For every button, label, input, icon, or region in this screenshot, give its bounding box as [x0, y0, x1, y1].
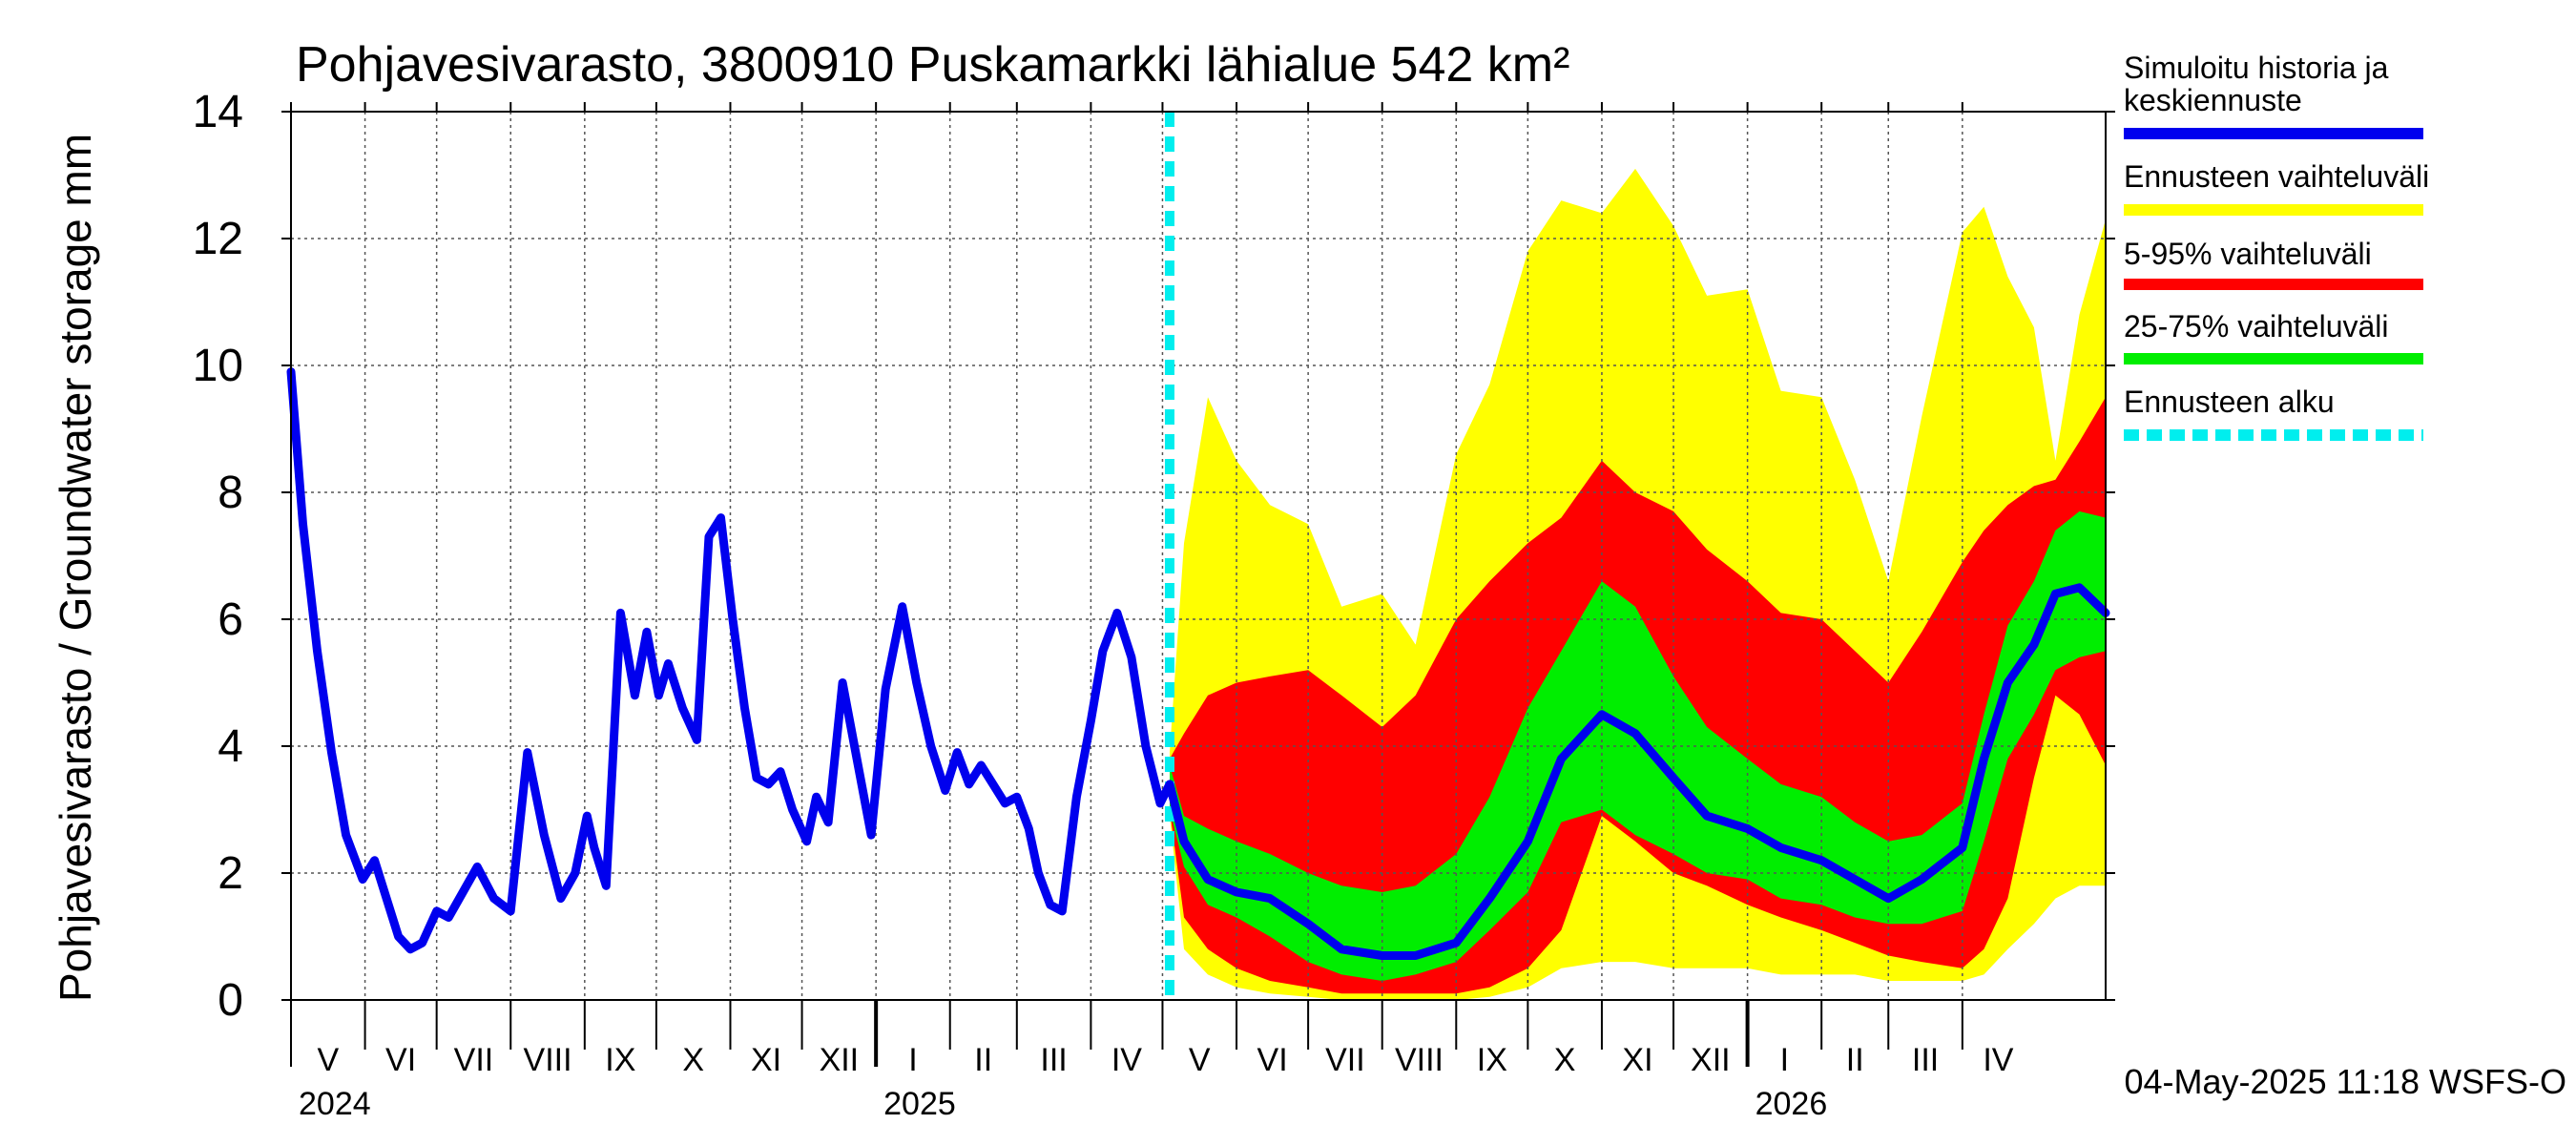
- y-tick-label: 2: [218, 848, 243, 899]
- legend-label: Ennusteen vaihteluväli: [2124, 159, 2429, 194]
- chart-title: Pohjavesivarasto, 3800910 Puskamarkki lä…: [296, 37, 1569, 93]
- series-line-history-median: [286, 367, 2110, 960]
- month-label: VI: [1257, 1042, 1288, 1078]
- grid-lines: [291, 112, 2106, 1000]
- month-label: XII: [820, 1042, 860, 1078]
- month-label: VIII: [1395, 1042, 1444, 1078]
- month-label: V: [317, 1042, 339, 1078]
- series-lines: [286, 112, 2110, 1000]
- y-tick-label: 10: [193, 341, 243, 391]
- y-tick-label: 14: [193, 87, 243, 137]
- month-label: X: [682, 1042, 704, 1078]
- year-label: 2024: [299, 1086, 371, 1122]
- month-label: VI: [385, 1042, 416, 1078]
- legend-label: 5-95% vaihteluväli: [2124, 237, 2372, 271]
- month-label: VII: [454, 1042, 494, 1078]
- month-label: IV: [1111, 1042, 1142, 1078]
- forecast-bands: [1170, 168, 2106, 1000]
- legend-label-line: keskiennuste: [2124, 83, 2302, 117]
- axes: [281, 102, 2115, 1067]
- y-tick-label: 4: [218, 721, 243, 772]
- month-label: XII: [1691, 1042, 1731, 1078]
- month-label: I: [1780, 1042, 1789, 1078]
- month-label: II: [1846, 1042, 1864, 1078]
- y-tick-label: 6: [218, 594, 243, 645]
- month-label: IX: [605, 1042, 635, 1078]
- year-label: 2025: [883, 1086, 956, 1122]
- year-label: 2026: [1755, 1086, 1828, 1122]
- footer-timestamp: 04-May-2025 11:18 WSFS-O: [2124, 1062, 2566, 1101]
- month-label: IX: [1477, 1042, 1507, 1078]
- legend-label: 25-75% vaihteluväli: [2124, 309, 2389, 344]
- month-label: II: [974, 1042, 992, 1078]
- month-label: III: [1040, 1042, 1067, 1078]
- legend-label: Ennusteen alku: [2124, 385, 2335, 419]
- y-axis-label: Pohjavesivarasto / Groundwater storage m…: [51, 134, 100, 1002]
- month-label: I: [908, 1042, 917, 1078]
- y-tick-label: 8: [218, 468, 243, 518]
- plot-frame: [290, 111, 2107, 1001]
- month-label: XI: [1622, 1042, 1652, 1078]
- month-label: X: [1554, 1042, 1576, 1078]
- month-label: VII: [1325, 1042, 1365, 1078]
- legend-label-line: Simuloitu historia ja: [2124, 51, 2389, 85]
- month-label: IV: [1983, 1042, 2013, 1078]
- band-25-75: [1170, 510, 2106, 981]
- y-tick-label: 0: [218, 975, 243, 1026]
- y-tick-label: 12: [193, 214, 243, 264]
- month-label: V: [1189, 1042, 1211, 1078]
- month-label: III: [1912, 1042, 1939, 1078]
- month-label: XI: [751, 1042, 781, 1078]
- month-label: VIII: [524, 1042, 572, 1078]
